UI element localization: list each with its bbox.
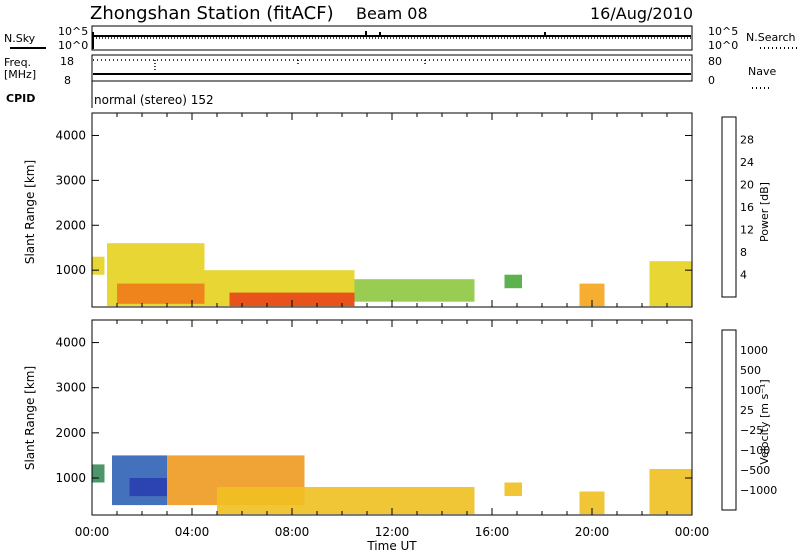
- beam-title: Beam 08: [356, 4, 428, 23]
- velocity-colorbar-tick: 500: [740, 364, 761, 377]
- power-ytick-label: 3000: [55, 173, 86, 187]
- velocity-ytick-label: 2000: [55, 426, 86, 440]
- nave-tick-bottom: 0: [708, 74, 715, 87]
- power-colorbar-tick: 8: [740, 246, 747, 259]
- velocity-ytick-label: 3000: [55, 381, 86, 395]
- power-ytick-label: 2000: [55, 218, 86, 232]
- velocity-echo-region: [217, 487, 475, 515]
- time-axis-labels: 00:00 04:00 08:00 12:00 16:00 20:00 00:00: [75, 525, 710, 539]
- power-panel: Slant Range [km] 1000 2000 3000 4000 4 8 12 16…: [23, 112, 771, 308]
- velocity-ylabel: Slant Range [km]: [23, 366, 37, 470]
- station-title: Zhongshan Station (fitACF): [90, 3, 334, 24]
- power-colorbar-tick: 28: [740, 134, 754, 147]
- power-colorbar-tick: 20: [740, 179, 754, 192]
- power-colorbar-tick: 12: [740, 224, 754, 237]
- nave-label: Nave: [748, 65, 776, 78]
- power-echo-region: [579, 283, 605, 307]
- power-ytick-label: 4000: [55, 129, 86, 143]
- velocity-colorbar: −1000 −500 −100 −25 25 100 500 1000: [721, 329, 777, 511]
- freq-tick-top: 18: [60, 55, 74, 68]
- velocity-ytick-labels: 1000 2000 3000 4000: [55, 336, 86, 485]
- nave-tick-top: 80: [708, 55, 722, 68]
- power-echo-region: [504, 274, 522, 289]
- power-colorbar-tick: 16: [740, 201, 754, 214]
- velocity-colorbar-tick: 25: [740, 404, 754, 417]
- power-echo-region: [117, 283, 205, 304]
- power-colorbar-label: Power [dB]: [758, 182, 771, 242]
- cpid-row: CPID normal (stereo) 152: [6, 81, 214, 108]
- power-ylabel: Slant Range [km]: [23, 160, 37, 264]
- velocity-echo-regions: [92, 455, 692, 515]
- velocity-colorbar-tick: 1000: [740, 344, 768, 357]
- time-axis-label: Time UT: [366, 539, 417, 553]
- nsearch-label: N.Search: [746, 31, 796, 44]
- power-tick-marks: [91, 113, 693, 307]
- noise-panel-frame: [91, 25, 693, 51]
- power-ytick-labels: 1000 2000 3000 4000: [55, 129, 86, 278]
- velocity-colorbar-tick: −100: [740, 444, 770, 457]
- power-echo-regions: [92, 243, 692, 307]
- nsearch-tick-top: 10^5: [708, 25, 738, 38]
- freq-unit-label: [MHz]: [4, 68, 36, 81]
- velocity-colorbar-tick: −1000: [740, 484, 777, 497]
- nsearch-tick-bottom: 10^0: [708, 39, 738, 52]
- time-tick-label: 16:00: [475, 525, 510, 539]
- velocity-echo-region: [579, 491, 605, 515]
- velocity-colorbar-tick: 100: [740, 384, 761, 397]
- velocity-ytick-label: 1000: [55, 471, 86, 485]
- nsky-tick-top: 10^5: [58, 25, 88, 38]
- power-colorbar-frame: [721, 116, 737, 298]
- power-colorbar-tick: 24: [740, 156, 754, 169]
- frequency-panel: Freq. [MHz] 18 8 80 0 Nave: [4, 54, 776, 89]
- time-tick-label: 00:00: [675, 525, 710, 539]
- cpid-label: CPID: [6, 92, 35, 105]
- velocity-colorbar-tick: −25: [740, 424, 763, 437]
- date-title: 16/Aug/2010: [590, 4, 693, 23]
- nsky-tick-bottom: 10^0: [58, 39, 88, 52]
- cpid-value: normal (stereo) 152: [94, 93, 214, 107]
- time-tick-label: 04:00: [175, 525, 210, 539]
- power-echo-region: [649, 261, 692, 307]
- velocity-ytick-label: 4000: [55, 336, 86, 350]
- power-echo-region: [229, 292, 355, 307]
- power-ytick-label: 1000: [55, 263, 86, 277]
- velocity-colorbar-label: Velocity [m s⁻¹]: [758, 379, 771, 464]
- velocity-colorbar-tick: −500: [740, 464, 770, 477]
- frequency-panel-frame: [91, 54, 693, 82]
- velocity-echo-region: [129, 478, 167, 497]
- time-tick-label: 20:00: [575, 525, 610, 539]
- velocity-echo-region: [504, 482, 522, 496]
- freq-label: Freq.: [4, 56, 31, 69]
- nsky-label: N.Sky: [4, 32, 36, 45]
- time-tick-label: 00:00: [75, 525, 110, 539]
- velocity-echo-region: [92, 464, 105, 483]
- power-colorbar: 4 8 12 16 20 24 28: [721, 116, 754, 298]
- power-echo-region: [354, 279, 475, 302]
- velocity-tick-marks: [91, 320, 693, 515]
- power-echo-region: [92, 256, 105, 275]
- time-tick-label: 08:00: [275, 525, 310, 539]
- noise-panel: N.Sky 10^5 10^0 10^5 10^0 N.Search: [4, 25, 798, 52]
- power-colorbar-tick: 4: [740, 269, 747, 282]
- velocity-echo-region: [649, 469, 692, 515]
- time-tick-label: 12:00: [375, 525, 410, 539]
- velocity-colorbar-frame: [721, 329, 737, 511]
- freq-tick-bottom: 8: [64, 74, 71, 87]
